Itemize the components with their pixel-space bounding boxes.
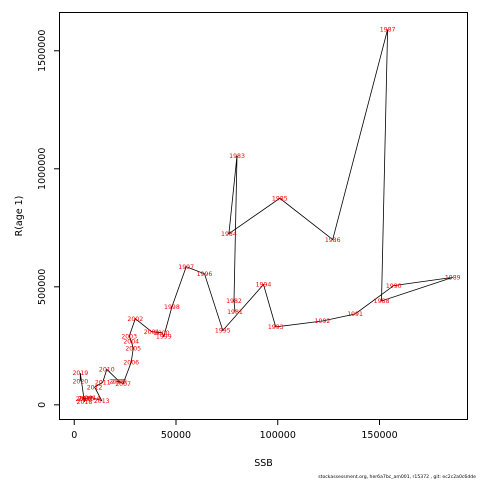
year-point-2006: 2006	[123, 360, 139, 367]
y-axis-label: R(age 1)	[14, 196, 25, 237]
year-point-1990: 1990	[386, 283, 402, 290]
y-tick-label: 500000	[37, 269, 48, 305]
year-point-1981: 1981	[227, 309, 243, 316]
year-point-1982: 1982	[226, 298, 242, 305]
y-tick-label: 1500000	[37, 30, 48, 72]
year-point-1996: 1996	[197, 271, 213, 278]
year-point-2005: 2005	[125, 345, 141, 352]
year-point-2014: 2014	[85, 395, 101, 402]
year-point-1993: 1993	[268, 324, 284, 331]
year-point-1991: 1991	[347, 311, 363, 318]
year-point-1987: 1987	[380, 27, 396, 34]
year-point-2007: 2007	[115, 381, 131, 388]
y-tick-label: 1000000	[37, 148, 48, 190]
year-point-1997: 1997	[178, 264, 194, 271]
plot-frame	[59, 12, 468, 420]
x-tick-label: 150000	[361, 430, 397, 441]
year-point-1999: 1999	[156, 334, 172, 341]
x-tick-label: 100000	[260, 430, 296, 441]
year-point-1998: 1998	[164, 304, 180, 311]
year-point-1995: 1995	[215, 328, 231, 335]
year-point-1994: 1994	[256, 282, 272, 289]
year-point-1984: 1984	[221, 231, 237, 238]
year-point-labels: 1981 1982 1983 1984 1985 1986 1987 1988 1989 1990…	[72, 27, 460, 406]
x-axis-label: SSB	[254, 458, 273, 469]
footer-note: stockassessment.org, her6a7bc_am001, r15…	[318, 474, 476, 480]
x-axis: 0 50000 100000 150000	[71, 419, 398, 441]
year-point-2016: 2016	[76, 396, 92, 403]
year-point-2002: 2002	[127, 316, 143, 323]
x-tick-label: 50000	[161, 430, 191, 441]
year-point-1985: 1985	[272, 195, 288, 202]
year-point-2000: 2000	[154, 330, 170, 337]
year-point-2019: 2019	[72, 370, 88, 377]
year-point-1989: 1989	[445, 275, 461, 282]
year-point-1988: 1988	[374, 298, 390, 305]
year-point-2011: 2011	[95, 380, 111, 387]
year-point-2020: 2020	[72, 378, 88, 385]
year-point-2015: 2015	[79, 395, 95, 402]
year-point-1983: 1983	[229, 153, 245, 160]
year-point-2013: 2013	[94, 398, 110, 405]
y-axis: 0 500000 1000000 1500000	[37, 30, 60, 408]
year-point-2004: 2004	[123, 338, 139, 345]
x-tick-label: 0	[71, 430, 77, 441]
y-tick-label: 0	[37, 402, 48, 408]
year-point-2008: 2008	[109, 378, 125, 385]
series-path	[79, 29, 453, 402]
year-point-1992: 1992	[315, 318, 331, 325]
year-point-2003: 2003	[121, 334, 137, 341]
year-point-2012: 2012	[87, 384, 103, 391]
year-point-2001: 2001	[144, 329, 160, 336]
year-point-2018: 2018	[77, 399, 93, 406]
year-point-2010: 2010	[99, 367, 115, 374]
sr-trajectory-line	[79, 29, 453, 402]
year-point-1986: 1986	[325, 237, 341, 244]
year-point-2009: 2009	[111, 378, 127, 385]
year-point-2017: 2017	[78, 395, 94, 402]
